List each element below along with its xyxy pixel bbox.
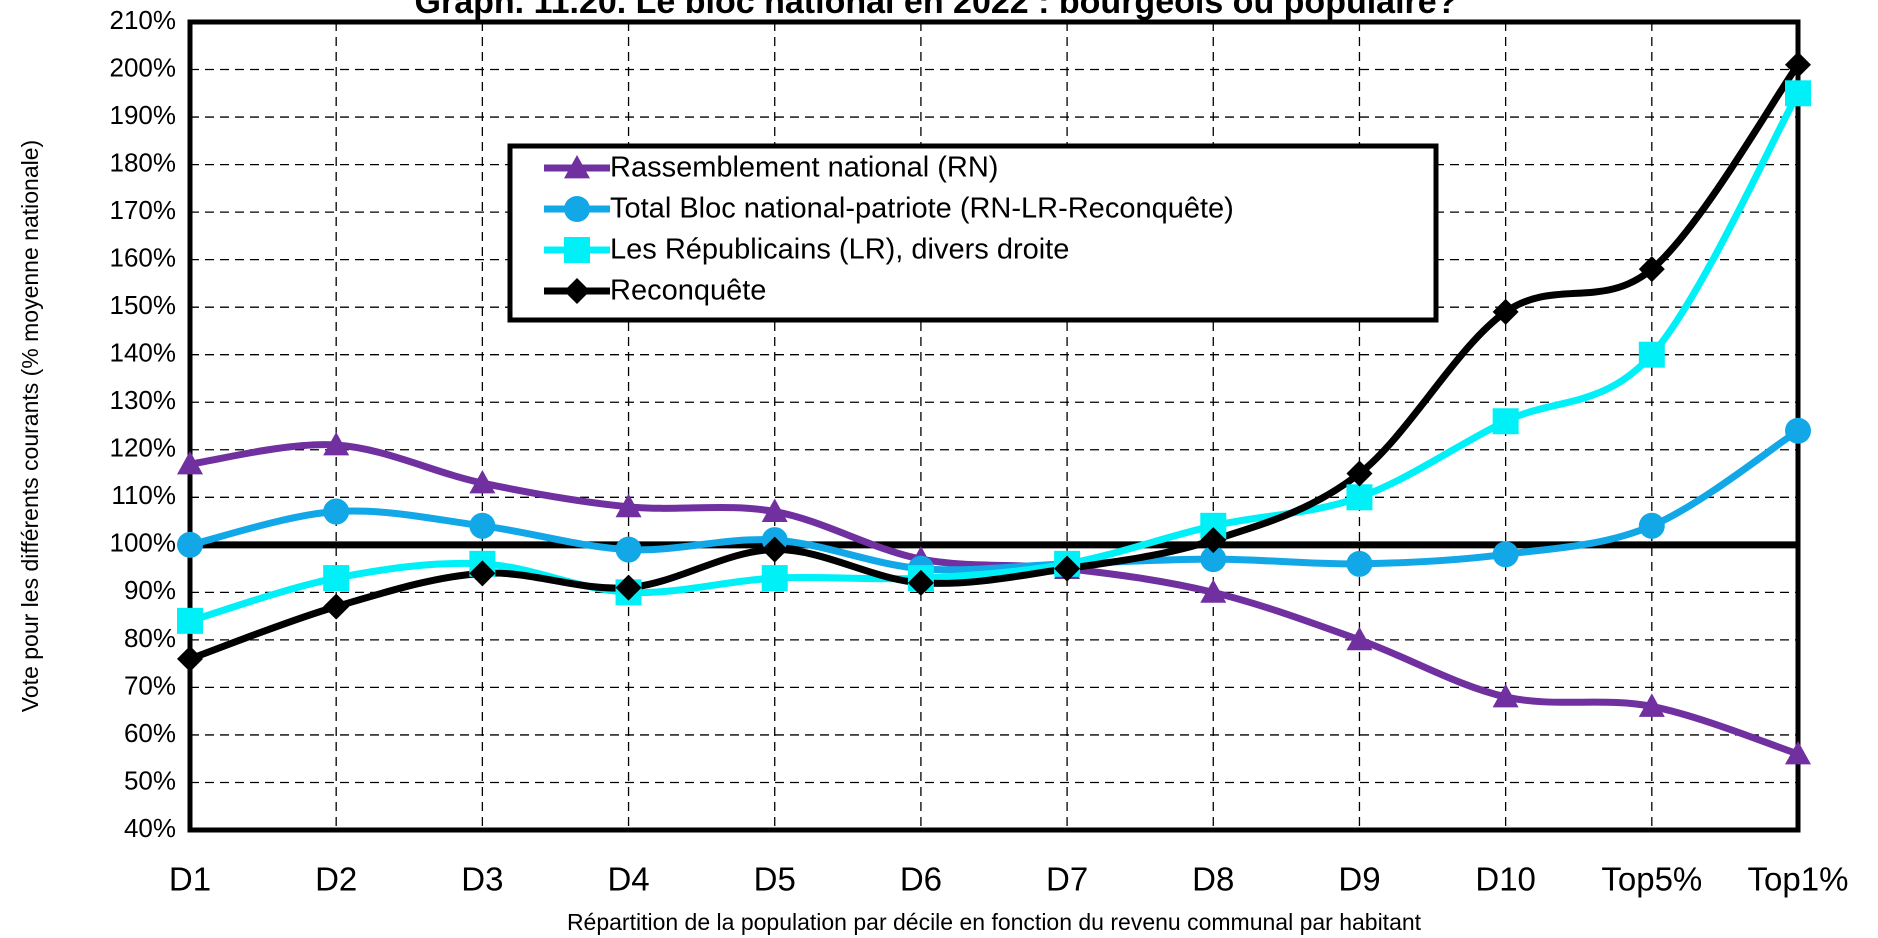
legend-box [507, 143, 1439, 323]
x-tick-label: D8 [1192, 861, 1234, 898]
x-tick-label: D5 [754, 861, 796, 898]
marker [615, 574, 642, 601]
x-tick-label: D9 [1338, 861, 1380, 898]
marker [1492, 541, 1519, 568]
marker [1638, 512, 1665, 539]
series-line [189, 427, 1800, 574]
y-tick-label: 90% [124, 575, 176, 605]
x-tick-label: Top1% [1748, 861, 1849, 898]
y-tick-label: 110% [111, 480, 176, 510]
series-line [189, 441, 1800, 758]
y-tick-label: 140% [110, 338, 177, 368]
marker [177, 531, 203, 558]
marker [615, 493, 642, 518]
marker [1492, 298, 1519, 325]
marker [1492, 683, 1519, 708]
marker [1785, 51, 1811, 78]
y-tick-label: 130% [110, 385, 177, 415]
marker [323, 498, 350, 525]
marker [761, 536, 788, 563]
marker [323, 432, 350, 456]
marker [1785, 80, 1811, 107]
x-tick-label: D7 [1046, 861, 1088, 898]
marker [1200, 579, 1227, 603]
marker [469, 512, 496, 539]
chart-title: Graph. 11.20. Le bloc national en 2022 :… [415, 0, 1458, 21]
y-tick-label: 170% [110, 195, 177, 225]
legend-label: Reconquête [610, 275, 766, 307]
marker [1492, 408, 1519, 435]
marker [907, 569, 934, 596]
marker [564, 278, 590, 304]
y-tick-label: 60% [124, 718, 176, 748]
marker [615, 536, 642, 563]
marker [469, 560, 496, 587]
marker [1346, 460, 1373, 487]
legend-label: Total Bloc national-patriote (RN-LR-Reco… [610, 193, 1234, 225]
y-tick-label: 150% [110, 290, 177, 320]
marker [1200, 527, 1227, 554]
x-tick-label: D10 [1475, 861, 1536, 898]
y-tick-label: 40% [124, 813, 176, 843]
marker [761, 565, 788, 592]
y-tick-label: 120% [110, 433, 177, 463]
marker [323, 565, 350, 592]
y-tick-label: 180% [110, 147, 177, 177]
marker [323, 593, 350, 620]
y-tick-label: 50% [124, 765, 176, 795]
marker [564, 196, 590, 222]
y-axis-title: Vote pour les différents courants (% moy… [17, 140, 43, 712]
x-tick-label: D6 [900, 861, 942, 898]
marker [1785, 740, 1811, 765]
marker [1346, 484, 1373, 511]
y-tick-label: 70% [124, 670, 176, 700]
x-tick-label: D2 [315, 861, 357, 898]
marker [1638, 341, 1665, 368]
marker [469, 470, 496, 494]
plot-frame [187, 19, 1801, 833]
legend-label: Rassemblement national (RN) [610, 152, 998, 184]
marker [1054, 555, 1081, 582]
legend-label: Les Républicains (LR), divers droite [610, 234, 1069, 266]
marker [564, 237, 590, 263]
x-tick-label: D4 [607, 861, 649, 898]
marker [177, 645, 203, 672]
marker [1346, 550, 1373, 577]
marker [1638, 693, 1665, 717]
y-tick-label: 160% [110, 243, 177, 273]
marker [761, 498, 788, 522]
x-tick-label: D1 [169, 861, 211, 898]
y-tick-label: 80% [124, 623, 176, 653]
marker [177, 607, 203, 634]
y-tick-label: 190% [110, 100, 177, 130]
marker [1785, 417, 1811, 444]
marker [1346, 626, 1373, 651]
marker [1200, 546, 1227, 573]
marker [177, 451, 203, 475]
x-tick-label: D3 [461, 861, 503, 898]
x-axis-title: Répartition de la population par décile … [567, 909, 1422, 935]
x-tick-label: Top5% [1601, 861, 1702, 898]
marker [564, 155, 590, 179]
y-tick-label: 210% [110, 5, 177, 35]
y-tick-label: 200% [110, 52, 177, 82]
marker [1638, 256, 1665, 283]
y-tick-label: 100% [110, 528, 177, 558]
